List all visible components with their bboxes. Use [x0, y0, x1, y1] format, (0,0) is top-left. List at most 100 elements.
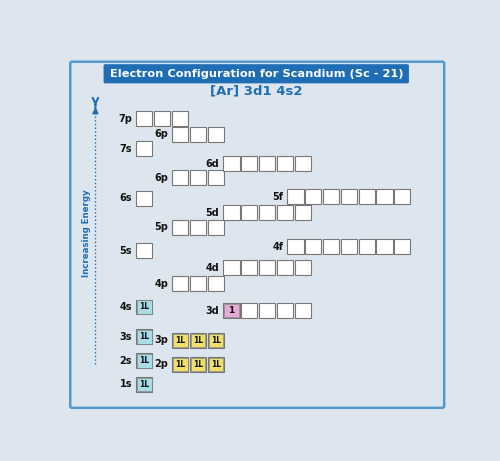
Bar — [208, 170, 224, 185]
Bar — [172, 357, 188, 372]
Text: 3d: 3d — [206, 306, 220, 315]
Bar — [172, 112, 188, 126]
Text: 1L: 1L — [139, 302, 149, 312]
Text: 3s: 3s — [120, 332, 132, 342]
FancyBboxPatch shape — [70, 62, 444, 408]
Bar — [191, 358, 206, 371]
Bar — [136, 354, 152, 368]
Text: 7s: 7s — [120, 144, 132, 154]
Bar — [224, 304, 239, 317]
Bar — [394, 239, 410, 254]
Bar — [305, 239, 322, 254]
Bar — [172, 127, 188, 142]
Bar — [376, 239, 392, 254]
Bar — [136, 112, 152, 126]
Bar — [190, 170, 206, 185]
Bar — [172, 333, 188, 348]
Text: 5p: 5p — [154, 223, 168, 232]
Text: 2s: 2s — [120, 356, 132, 366]
Bar — [154, 112, 170, 126]
Text: 4p: 4p — [154, 278, 168, 289]
Bar — [394, 189, 410, 204]
Bar — [277, 205, 293, 220]
Bar — [172, 170, 188, 185]
Text: 6p: 6p — [154, 130, 168, 140]
Bar — [208, 276, 224, 291]
Bar — [190, 276, 206, 291]
Text: 1L: 1L — [139, 332, 149, 341]
Bar — [208, 127, 224, 142]
Bar — [136, 141, 152, 156]
Bar — [323, 189, 339, 204]
Bar — [277, 260, 293, 275]
Bar — [340, 189, 357, 204]
Bar — [136, 300, 152, 314]
Bar — [191, 334, 206, 347]
Bar — [137, 378, 152, 391]
Bar — [208, 358, 224, 371]
Bar — [259, 303, 275, 318]
Bar — [277, 156, 293, 171]
Bar — [323, 239, 339, 254]
Text: Increasing Energy: Increasing Energy — [82, 189, 91, 277]
Bar — [241, 260, 258, 275]
Bar — [259, 260, 275, 275]
Bar — [358, 239, 375, 254]
Bar — [241, 156, 258, 171]
Text: 1L: 1L — [175, 336, 186, 345]
Bar — [294, 260, 311, 275]
Bar — [208, 357, 224, 372]
Bar — [224, 156, 240, 171]
Bar — [173, 334, 188, 347]
Text: 1L: 1L — [193, 360, 203, 369]
Bar — [208, 333, 224, 348]
Text: 1L: 1L — [211, 336, 221, 345]
Text: 1: 1 — [228, 306, 234, 315]
Text: 1L: 1L — [211, 360, 221, 369]
Bar — [137, 330, 152, 343]
Bar — [173, 358, 188, 371]
Bar — [277, 303, 293, 318]
Bar — [241, 303, 258, 318]
Bar — [172, 276, 188, 291]
Text: 6p: 6p — [154, 173, 168, 183]
Bar — [224, 205, 240, 220]
Bar — [224, 260, 240, 275]
Bar — [172, 220, 188, 235]
Bar — [224, 303, 240, 318]
Bar — [259, 205, 275, 220]
Bar — [294, 205, 311, 220]
Bar — [340, 239, 357, 254]
Bar — [137, 300, 152, 314]
Text: 2p: 2p — [154, 360, 168, 370]
Text: 3p: 3p — [154, 335, 168, 345]
Text: 1L: 1L — [139, 356, 149, 366]
Text: 1L: 1L — [139, 380, 149, 389]
Text: 5d: 5d — [206, 207, 220, 218]
Bar — [294, 156, 311, 171]
Bar — [137, 354, 152, 368]
Bar — [136, 191, 152, 206]
Text: 4f: 4f — [272, 242, 283, 252]
Text: 1s: 1s — [120, 379, 132, 390]
Bar — [305, 189, 322, 204]
Bar — [376, 189, 392, 204]
Text: 6s: 6s — [120, 193, 132, 203]
Text: 1L: 1L — [175, 360, 186, 369]
Text: 5f: 5f — [272, 192, 283, 202]
Bar — [208, 220, 224, 235]
Bar — [208, 334, 224, 347]
Text: 1L: 1L — [193, 336, 203, 345]
Text: 4d: 4d — [206, 263, 220, 273]
Bar — [190, 220, 206, 235]
Bar — [190, 357, 206, 372]
Text: 7p: 7p — [118, 114, 132, 124]
Text: [Ar] 3d1 4s2: [Ar] 3d1 4s2 — [210, 84, 302, 97]
Bar — [241, 205, 258, 220]
Bar — [358, 189, 375, 204]
Text: Electron Configuration for Scandium (Sc - 21): Electron Configuration for Scandium (Sc … — [110, 69, 403, 79]
Bar — [190, 333, 206, 348]
Bar — [259, 156, 275, 171]
Bar — [136, 243, 152, 258]
FancyBboxPatch shape — [104, 64, 409, 83]
